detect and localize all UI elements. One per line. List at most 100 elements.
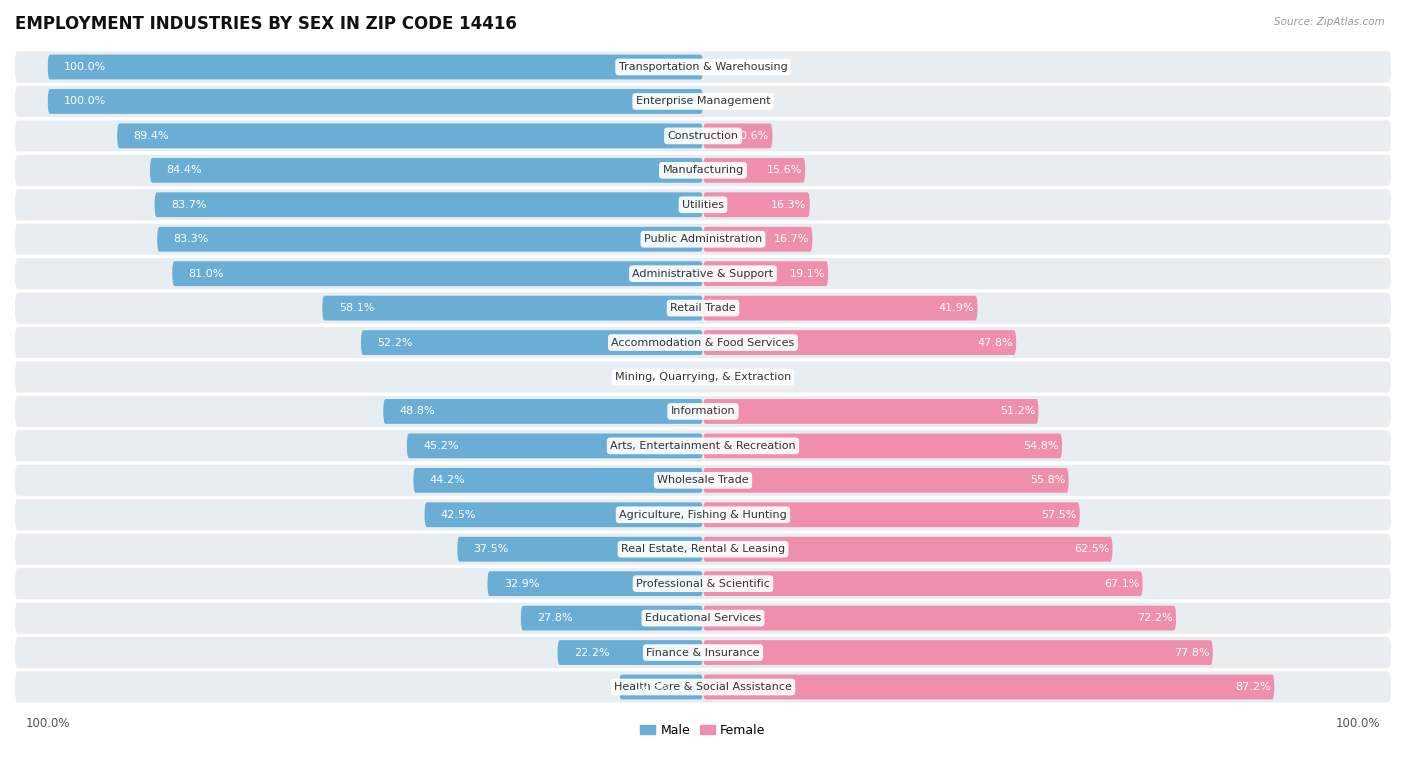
- Text: 57.5%: 57.5%: [1040, 510, 1077, 520]
- FancyBboxPatch shape: [15, 120, 1391, 151]
- Text: 16.3%: 16.3%: [772, 199, 807, 210]
- FancyBboxPatch shape: [322, 296, 703, 320]
- FancyBboxPatch shape: [15, 258, 1391, 289]
- Text: EMPLOYMENT INDUSTRIES BY SEX IN ZIP CODE 14416: EMPLOYMENT INDUSTRIES BY SEX IN ZIP CODE…: [15, 15, 517, 33]
- Text: Real Estate, Rental & Leasing: Real Estate, Rental & Leasing: [621, 544, 785, 554]
- Text: 44.2%: 44.2%: [430, 476, 465, 485]
- Text: Information: Information: [671, 407, 735, 417]
- Text: Health Care & Social Assistance: Health Care & Social Assistance: [614, 682, 792, 692]
- FancyBboxPatch shape: [558, 640, 703, 665]
- FancyBboxPatch shape: [155, 192, 703, 217]
- FancyBboxPatch shape: [15, 155, 1391, 185]
- Text: Source: ZipAtlas.com: Source: ZipAtlas.com: [1274, 17, 1385, 27]
- Text: 10.6%: 10.6%: [734, 131, 769, 141]
- Text: 55.8%: 55.8%: [1031, 476, 1066, 485]
- Text: Administrative & Support: Administrative & Support: [633, 268, 773, 279]
- Text: 81.0%: 81.0%: [188, 268, 224, 279]
- FancyBboxPatch shape: [703, 158, 806, 182]
- Text: 45.2%: 45.2%: [423, 441, 458, 451]
- Text: Accommodation & Food Services: Accommodation & Food Services: [612, 338, 794, 348]
- FancyBboxPatch shape: [150, 158, 703, 182]
- FancyBboxPatch shape: [173, 262, 703, 286]
- FancyBboxPatch shape: [406, 434, 703, 459]
- FancyBboxPatch shape: [619, 674, 703, 699]
- FancyBboxPatch shape: [703, 571, 1143, 596]
- FancyBboxPatch shape: [703, 296, 977, 320]
- Text: Construction: Construction: [668, 131, 738, 141]
- FancyBboxPatch shape: [15, 396, 1391, 427]
- Text: 58.1%: 58.1%: [339, 303, 374, 313]
- Text: 15.6%: 15.6%: [766, 165, 801, 175]
- Text: 89.4%: 89.4%: [134, 131, 169, 141]
- FancyBboxPatch shape: [15, 293, 1391, 324]
- Text: 83.3%: 83.3%: [173, 234, 209, 244]
- FancyBboxPatch shape: [703, 606, 1175, 631]
- FancyBboxPatch shape: [425, 502, 703, 527]
- FancyBboxPatch shape: [703, 227, 813, 251]
- Text: 83.7%: 83.7%: [172, 199, 207, 210]
- Text: Retail Trade: Retail Trade: [671, 303, 735, 313]
- FancyBboxPatch shape: [117, 123, 703, 148]
- Text: Transportation & Warehousing: Transportation & Warehousing: [619, 62, 787, 72]
- FancyBboxPatch shape: [703, 468, 1069, 493]
- Text: Public Administration: Public Administration: [644, 234, 762, 244]
- Text: Utilities: Utilities: [682, 199, 724, 210]
- FancyBboxPatch shape: [703, 537, 1112, 562]
- FancyBboxPatch shape: [15, 534, 1391, 565]
- Text: 27.8%: 27.8%: [537, 613, 572, 623]
- FancyBboxPatch shape: [157, 227, 703, 251]
- FancyBboxPatch shape: [457, 537, 703, 562]
- FancyBboxPatch shape: [15, 431, 1391, 462]
- Text: 32.9%: 32.9%: [503, 579, 540, 589]
- FancyBboxPatch shape: [48, 89, 703, 114]
- FancyBboxPatch shape: [488, 571, 703, 596]
- Text: 41.9%: 41.9%: [939, 303, 974, 313]
- Text: 87.2%: 87.2%: [1236, 682, 1271, 692]
- Text: 84.4%: 84.4%: [166, 165, 202, 175]
- FancyBboxPatch shape: [15, 189, 1391, 220]
- FancyBboxPatch shape: [15, 671, 1391, 702]
- Text: 12.8%: 12.8%: [636, 682, 671, 692]
- FancyBboxPatch shape: [703, 330, 1017, 355]
- FancyBboxPatch shape: [15, 327, 1391, 358]
- Text: 48.8%: 48.8%: [399, 407, 436, 417]
- FancyBboxPatch shape: [520, 606, 703, 631]
- FancyBboxPatch shape: [48, 54, 703, 79]
- Text: Educational Services: Educational Services: [645, 613, 761, 623]
- Text: 47.8%: 47.8%: [977, 338, 1012, 348]
- Text: 100.0%: 100.0%: [65, 96, 107, 106]
- FancyBboxPatch shape: [703, 640, 1213, 665]
- FancyBboxPatch shape: [15, 499, 1391, 530]
- Text: Wholesale Trade: Wholesale Trade: [657, 476, 749, 485]
- Text: 72.2%: 72.2%: [1137, 613, 1173, 623]
- FancyBboxPatch shape: [15, 51, 1391, 82]
- FancyBboxPatch shape: [15, 362, 1391, 393]
- Text: 19.1%: 19.1%: [790, 268, 825, 279]
- Text: 22.2%: 22.2%: [574, 647, 610, 657]
- Text: Agriculture, Fishing & Hunting: Agriculture, Fishing & Hunting: [619, 510, 787, 520]
- FancyBboxPatch shape: [413, 468, 703, 493]
- FancyBboxPatch shape: [703, 502, 1080, 527]
- Text: 62.5%: 62.5%: [1074, 544, 1109, 554]
- FancyBboxPatch shape: [384, 399, 703, 424]
- FancyBboxPatch shape: [703, 262, 828, 286]
- Text: Manufacturing: Manufacturing: [662, 165, 744, 175]
- Text: 100.0%: 100.0%: [65, 62, 107, 72]
- FancyBboxPatch shape: [703, 434, 1062, 459]
- FancyBboxPatch shape: [361, 330, 703, 355]
- Text: 52.2%: 52.2%: [377, 338, 413, 348]
- Text: Professional & Scientific: Professional & Scientific: [636, 579, 770, 589]
- FancyBboxPatch shape: [703, 399, 1039, 424]
- FancyBboxPatch shape: [15, 603, 1391, 634]
- Text: 37.5%: 37.5%: [474, 544, 509, 554]
- Legend: Male, Female: Male, Female: [636, 719, 770, 742]
- FancyBboxPatch shape: [703, 123, 772, 148]
- Text: 42.5%: 42.5%: [441, 510, 477, 520]
- FancyBboxPatch shape: [703, 192, 810, 217]
- FancyBboxPatch shape: [15, 86, 1391, 117]
- Text: Mining, Quarrying, & Extraction: Mining, Quarrying, & Extraction: [614, 372, 792, 382]
- Text: Finance & Insurance: Finance & Insurance: [647, 647, 759, 657]
- Text: 54.8%: 54.8%: [1024, 441, 1059, 451]
- Text: 67.1%: 67.1%: [1104, 579, 1139, 589]
- FancyBboxPatch shape: [703, 674, 1274, 699]
